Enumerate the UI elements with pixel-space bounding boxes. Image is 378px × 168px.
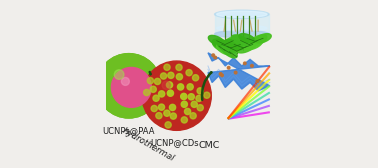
Circle shape	[176, 64, 182, 71]
Polygon shape	[208, 35, 225, 46]
Circle shape	[197, 105, 203, 111]
Circle shape	[164, 64, 170, 70]
Circle shape	[150, 86, 156, 92]
Circle shape	[184, 108, 191, 115]
Circle shape	[221, 74, 223, 77]
Circle shape	[219, 73, 222, 75]
Polygon shape	[215, 14, 269, 34]
Circle shape	[112, 68, 151, 107]
Polygon shape	[208, 53, 270, 91]
Circle shape	[156, 113, 162, 119]
Circle shape	[227, 66, 230, 69]
Circle shape	[196, 95, 202, 101]
Text: UCNP@CDs: UCNP@CDs	[151, 139, 199, 148]
Circle shape	[231, 54, 234, 57]
Polygon shape	[237, 40, 257, 53]
Circle shape	[169, 104, 176, 111]
Circle shape	[144, 89, 150, 96]
Circle shape	[192, 75, 199, 81]
Circle shape	[178, 84, 184, 90]
Circle shape	[181, 101, 187, 107]
Circle shape	[114, 70, 124, 79]
Circle shape	[190, 113, 196, 119]
Ellipse shape	[215, 10, 269, 18]
Circle shape	[167, 90, 174, 96]
Circle shape	[166, 82, 173, 88]
Text: UCNPs@PAA: UCNPs@PAA	[102, 126, 155, 135]
Polygon shape	[217, 40, 237, 53]
Circle shape	[151, 105, 157, 112]
Circle shape	[251, 65, 253, 67]
Circle shape	[214, 56, 217, 59]
Ellipse shape	[217, 25, 267, 31]
FancyArrowPatch shape	[202, 72, 211, 100]
Polygon shape	[249, 35, 267, 46]
Polygon shape	[255, 34, 271, 43]
Polygon shape	[212, 41, 225, 51]
Circle shape	[158, 104, 164, 110]
Circle shape	[188, 94, 194, 100]
Polygon shape	[232, 35, 249, 46]
Polygon shape	[212, 39, 231, 50]
Polygon shape	[243, 39, 262, 50]
Circle shape	[170, 113, 177, 119]
Polygon shape	[222, 46, 237, 58]
Circle shape	[191, 101, 197, 107]
Circle shape	[153, 95, 159, 101]
Circle shape	[197, 88, 203, 94]
Circle shape	[234, 71, 237, 74]
Circle shape	[181, 93, 187, 100]
Circle shape	[186, 70, 192, 76]
Polygon shape	[225, 35, 242, 46]
Ellipse shape	[217, 11, 267, 17]
Circle shape	[256, 80, 259, 82]
Circle shape	[158, 91, 165, 97]
Circle shape	[160, 73, 167, 79]
Circle shape	[97, 54, 161, 118]
Circle shape	[176, 74, 183, 80]
Circle shape	[168, 72, 174, 78]
Circle shape	[212, 54, 215, 56]
Text: CMC: CMC	[198, 141, 220, 150]
Polygon shape	[225, 39, 243, 50]
Polygon shape	[239, 34, 255, 43]
Circle shape	[181, 117, 187, 123]
Circle shape	[243, 62, 246, 65]
Polygon shape	[217, 44, 231, 55]
Circle shape	[204, 92, 210, 98]
Circle shape	[121, 77, 129, 85]
Ellipse shape	[215, 30, 269, 38]
Text: hydrothermal: hydrothermal	[121, 127, 176, 164]
Circle shape	[97, 54, 161, 118]
Circle shape	[164, 110, 170, 116]
Circle shape	[162, 81, 170, 90]
Circle shape	[187, 84, 193, 90]
Circle shape	[154, 78, 161, 85]
Polygon shape	[231, 39, 250, 50]
Circle shape	[142, 61, 211, 130]
Circle shape	[147, 78, 153, 84]
Circle shape	[165, 122, 171, 128]
